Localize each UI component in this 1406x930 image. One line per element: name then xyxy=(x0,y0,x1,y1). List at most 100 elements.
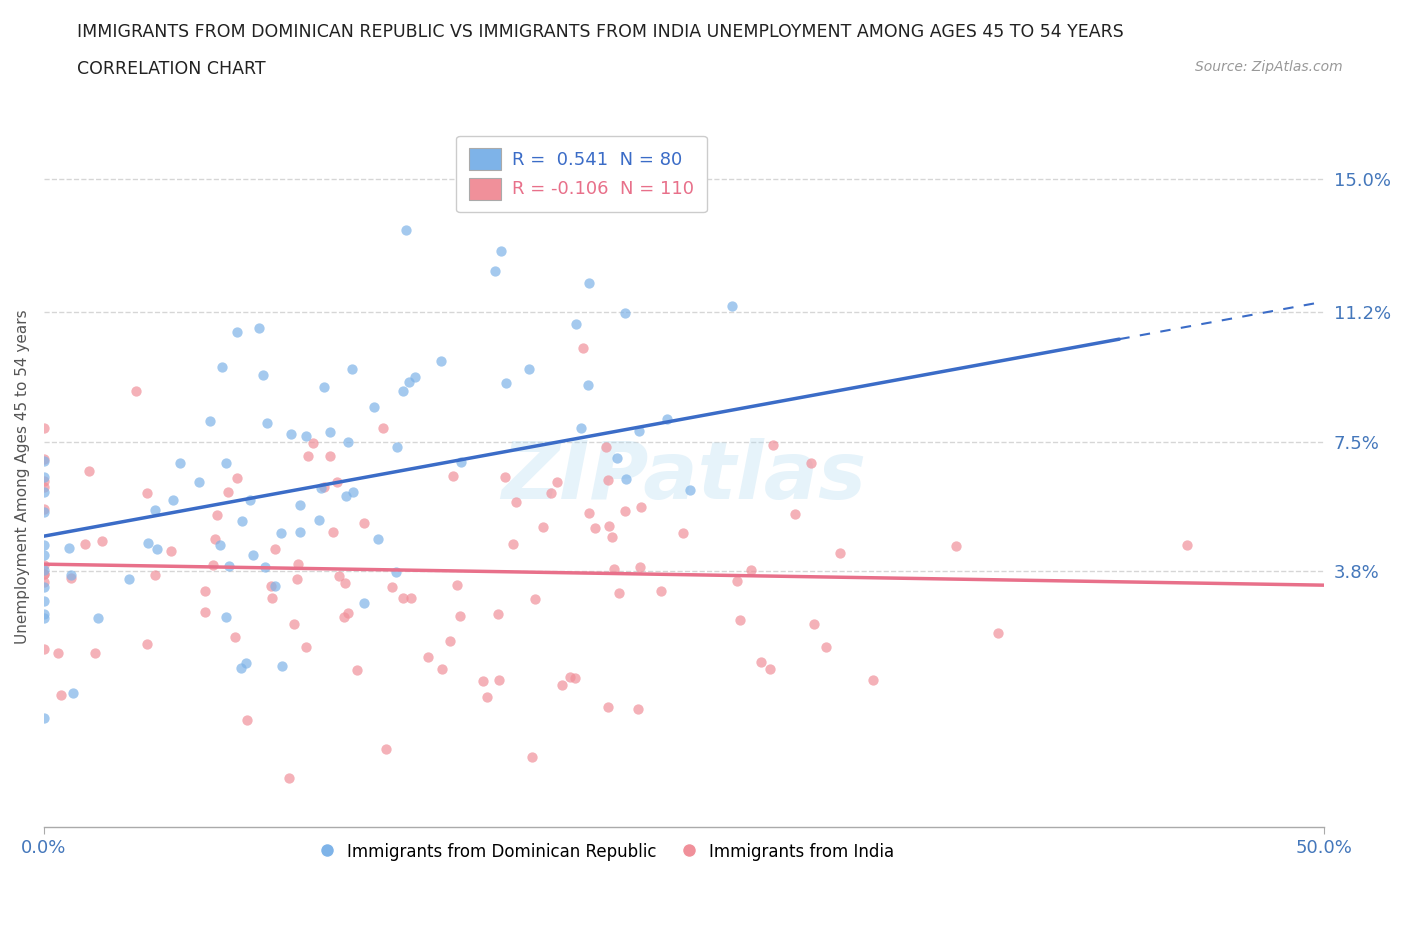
Point xyxy=(32,502,55,517)
Point xyxy=(288,498,311,512)
Point xyxy=(546,474,568,489)
Point xyxy=(602,562,624,577)
Point xyxy=(322,525,344,539)
Point xyxy=(987,626,1010,641)
Point xyxy=(325,475,347,490)
Point xyxy=(725,574,748,589)
Point xyxy=(655,411,678,426)
Point xyxy=(488,606,510,621)
Point xyxy=(83,645,105,660)
Point xyxy=(136,485,159,500)
Point xyxy=(290,525,312,539)
Point xyxy=(247,321,270,336)
Point xyxy=(32,558,55,573)
Point xyxy=(217,485,239,499)
Point xyxy=(118,572,141,587)
Point xyxy=(229,850,252,865)
Text: CORRELATION CHART: CORRELATION CHART xyxy=(77,60,266,78)
Point xyxy=(312,379,335,394)
Point xyxy=(439,634,461,649)
Point xyxy=(628,423,651,438)
Point xyxy=(211,359,233,374)
Point xyxy=(235,712,257,727)
Point xyxy=(205,508,228,523)
Point xyxy=(762,438,785,453)
Point xyxy=(59,567,82,582)
Point xyxy=(235,656,257,671)
Point xyxy=(239,492,262,507)
Point xyxy=(678,482,700,497)
Point xyxy=(297,448,319,463)
Point xyxy=(263,578,285,593)
Legend: Immigrants from Dominican Republic, Immigrants from India: Immigrants from Dominican Republic, Immi… xyxy=(314,836,900,868)
Point xyxy=(215,609,238,624)
Point xyxy=(32,606,55,621)
Point xyxy=(749,654,772,669)
Point xyxy=(491,244,513,259)
Point xyxy=(785,507,807,522)
Point xyxy=(270,658,292,673)
Point xyxy=(87,610,110,625)
Point xyxy=(596,700,619,715)
Point xyxy=(32,566,55,581)
Point xyxy=(385,565,408,579)
Point xyxy=(720,299,742,313)
Point xyxy=(598,518,620,533)
Point xyxy=(333,576,356,591)
Point xyxy=(32,505,55,520)
Point xyxy=(845,882,868,897)
Point xyxy=(283,617,305,631)
Point xyxy=(945,538,967,553)
Point xyxy=(202,558,225,573)
Point xyxy=(800,456,823,471)
Point xyxy=(367,532,389,547)
Point xyxy=(318,448,340,463)
Point xyxy=(225,471,247,485)
Point xyxy=(58,540,80,555)
Point xyxy=(550,678,572,693)
Point xyxy=(531,520,554,535)
Point xyxy=(353,596,375,611)
Point xyxy=(472,673,495,688)
Point xyxy=(614,503,637,518)
Point xyxy=(32,574,55,589)
Point xyxy=(73,537,96,551)
Point xyxy=(208,538,231,552)
Point xyxy=(32,474,55,489)
Text: IMMIGRANTS FROM DOMINICAN REPUBLIC VS IMMIGRANTS FROM INDIA UNEMPLOYMENT AMONG A: IMMIGRANTS FROM DOMINICAN REPUBLIC VS IM… xyxy=(77,23,1123,41)
Point xyxy=(309,481,332,496)
Point xyxy=(759,661,782,676)
Point xyxy=(332,610,354,625)
Point xyxy=(32,453,55,468)
Point xyxy=(1175,538,1198,552)
Point xyxy=(565,316,588,331)
Point xyxy=(392,591,415,605)
Point xyxy=(214,456,236,471)
Point xyxy=(59,571,82,586)
Point xyxy=(278,771,301,786)
Point xyxy=(502,536,524,551)
Point xyxy=(169,456,191,471)
Point xyxy=(363,400,385,415)
Point xyxy=(494,470,516,485)
Point xyxy=(517,362,540,377)
Point xyxy=(264,542,287,557)
Point xyxy=(650,583,672,598)
Point xyxy=(342,485,364,499)
Point xyxy=(229,660,252,675)
Point xyxy=(609,585,631,600)
Point xyxy=(346,663,368,678)
Point xyxy=(803,617,825,631)
Point xyxy=(204,532,226,547)
Point xyxy=(280,426,302,441)
Point xyxy=(312,480,335,495)
Point xyxy=(32,563,55,578)
Point xyxy=(138,536,160,551)
Point xyxy=(32,452,55,467)
Point xyxy=(162,492,184,507)
Point xyxy=(628,559,651,574)
Point xyxy=(32,485,55,499)
Point xyxy=(353,515,375,530)
Point xyxy=(569,421,592,436)
Point xyxy=(308,512,330,527)
